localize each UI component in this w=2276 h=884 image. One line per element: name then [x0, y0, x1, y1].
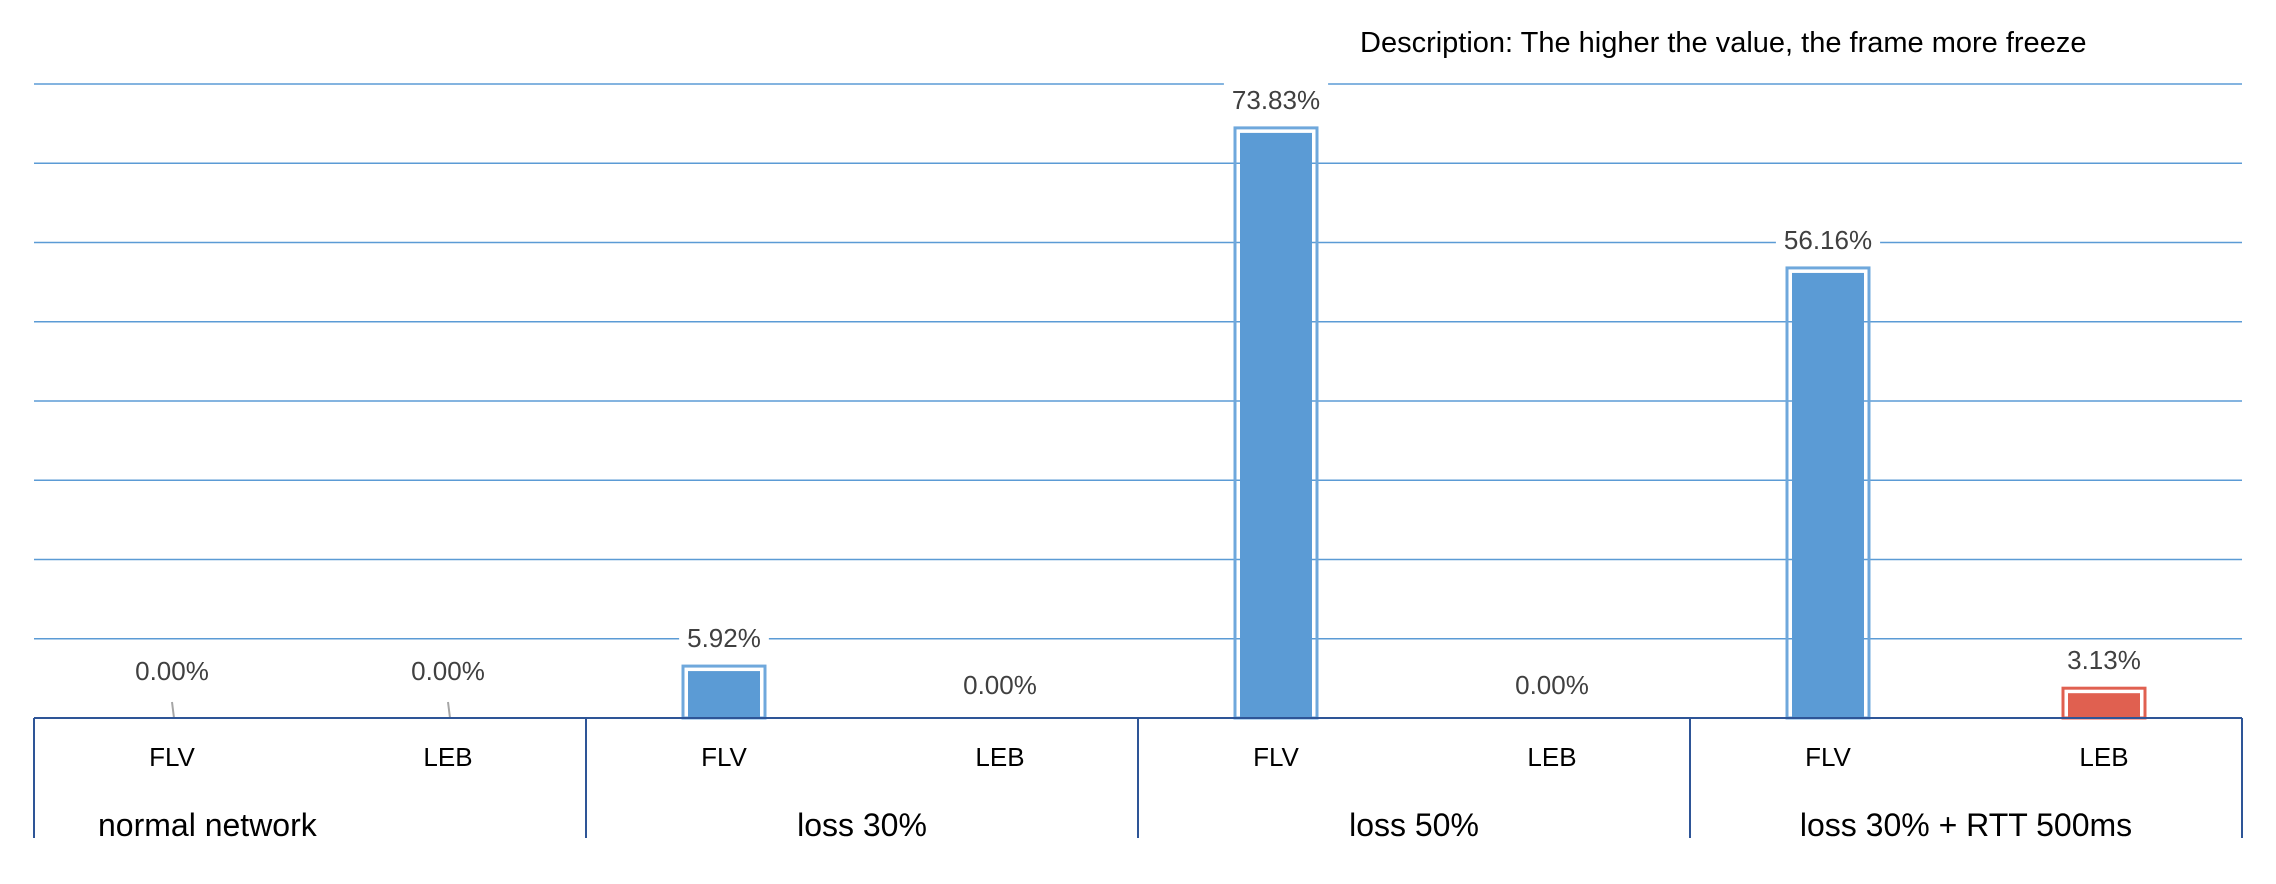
category-tick-label: FLV [1253, 742, 1299, 772]
category-tick-label: FLV [701, 742, 747, 772]
leader-line [171, 701, 175, 719]
bar [2068, 693, 2140, 718]
category-tick-label: FLV [1805, 742, 1851, 772]
bar [688, 671, 760, 718]
data-label: 0.00% [1515, 670, 1589, 700]
category-tick-label: LEB [1527, 742, 1576, 772]
data-label-background [1507, 668, 1597, 702]
chart-description: Description: The higher the value, the f… [1360, 27, 2086, 59]
gridlines [34, 83, 2242, 640]
data-label-background [955, 668, 1045, 702]
leader-line [447, 701, 451, 719]
data-label: 5.92% [687, 623, 761, 653]
group-label: normal network [98, 807, 318, 843]
category-tick-label: FLV [149, 742, 195, 772]
group-label: loss 50% [1349, 807, 1479, 843]
data-label-background [2059, 643, 2149, 678]
data-label: 3.13% [2067, 645, 2141, 675]
data-label-background [403, 654, 493, 688]
category-tick-label: LEB [423, 742, 472, 772]
category-tick-label: LEB [2079, 742, 2128, 772]
bars: 0.00% 0.00% 5.92% 0.00% 73.83% 0.00% 56.16% 3.1… [127, 82, 2149, 720]
bar [1792, 272, 1864, 718]
group-label: loss 30% + RTT 500ms [1800, 807, 2132, 843]
data-label: 0.00% [135, 656, 209, 686]
data-label-background [679, 621, 769, 656]
x-axis: normal network FLV LEB loss 30% FLV LEB loss 5… [33, 717, 2243, 843]
bar [1240, 132, 1312, 719]
data-label-background [127, 654, 217, 688]
category-tick-label: LEB [975, 742, 1024, 772]
data-label: 0.00% [963, 670, 1037, 700]
data-label-background [1223, 82, 1329, 117]
data-label: 0.00% [411, 656, 485, 686]
data-label: 73.83% [1232, 85, 1320, 115]
data-label-background [1775, 222, 1881, 257]
group-label: loss 30% [797, 807, 927, 843]
data-label: 56.16% [1784, 225, 1872, 255]
